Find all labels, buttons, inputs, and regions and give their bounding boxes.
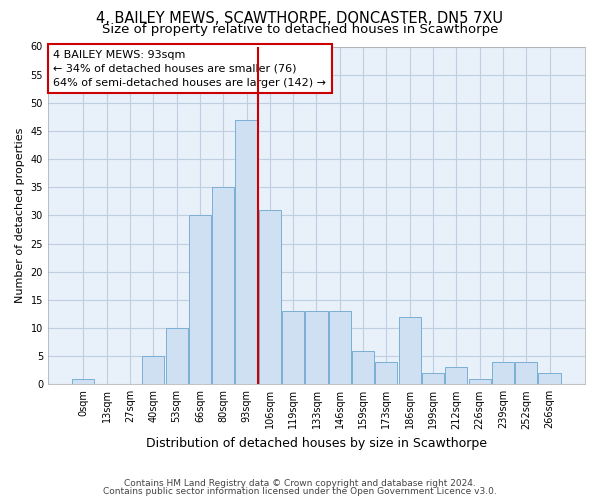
Bar — [515, 362, 537, 384]
Bar — [189, 216, 211, 384]
Bar — [73, 378, 94, 384]
X-axis label: Distribution of detached houses by size in Scawthorpe: Distribution of detached houses by size … — [146, 437, 487, 450]
Y-axis label: Number of detached properties: Number of detached properties — [15, 128, 25, 303]
Bar — [445, 368, 467, 384]
Text: 4 BAILEY MEWS: 93sqm
← 34% of detached houses are smaller (76)
64% of semi-detac: 4 BAILEY MEWS: 93sqm ← 34% of detached h… — [53, 50, 326, 88]
Bar — [398, 316, 421, 384]
Bar — [259, 210, 281, 384]
Text: Contains HM Land Registry data © Crown copyright and database right 2024.: Contains HM Land Registry data © Crown c… — [124, 478, 476, 488]
Bar — [422, 373, 444, 384]
Bar — [492, 362, 514, 384]
Bar — [376, 362, 397, 384]
Bar — [212, 188, 235, 384]
Bar — [142, 356, 164, 384]
Bar — [235, 120, 257, 384]
Bar — [538, 373, 560, 384]
Text: 4, BAILEY MEWS, SCAWTHORPE, DONCASTER, DN5 7XU: 4, BAILEY MEWS, SCAWTHORPE, DONCASTER, D… — [97, 11, 503, 26]
Bar — [352, 350, 374, 384]
Text: Contains public sector information licensed under the Open Government Licence v3: Contains public sector information licen… — [103, 487, 497, 496]
Text: Size of property relative to detached houses in Scawthorpe: Size of property relative to detached ho… — [102, 22, 498, 36]
Bar — [282, 311, 304, 384]
Bar — [166, 328, 188, 384]
Bar — [305, 311, 328, 384]
Bar — [329, 311, 351, 384]
Bar — [469, 378, 491, 384]
